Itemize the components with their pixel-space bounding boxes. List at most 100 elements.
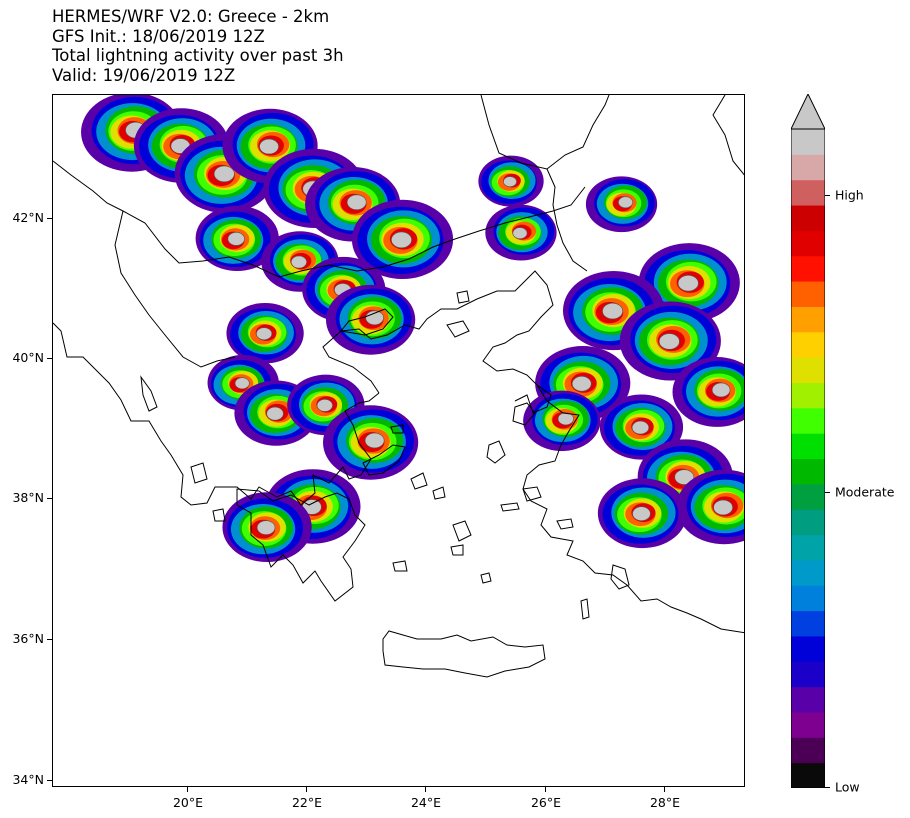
title-line-variable: Total lightning activity over past 3h bbox=[52, 46, 344, 66]
lon-tick bbox=[425, 787, 426, 792]
lat-label-42: 42°N bbox=[12, 210, 44, 225]
colorbar-band bbox=[791, 357, 825, 383]
lightning-cell bbox=[672, 357, 744, 427]
colorbar-band bbox=[791, 509, 825, 536]
lon-tick bbox=[306, 787, 307, 792]
colorbar-label-moderate: Moderate bbox=[835, 484, 895, 500]
island-samos bbox=[522, 486, 542, 502]
lightning-cell bbox=[325, 284, 416, 355]
island-ikaria bbox=[500, 502, 520, 512]
coastline-peloponnese bbox=[236, 488, 366, 602]
coastline-chalkidiki bbox=[340, 308, 394, 336]
border-albania bbox=[114, 210, 236, 368]
colorbar-band bbox=[791, 458, 825, 485]
colorbar bbox=[791, 94, 825, 788]
lon-tick bbox=[664, 787, 665, 792]
colorbar-band bbox=[791, 382, 825, 409]
lightning-cell bbox=[535, 345, 631, 421]
colorbar-band bbox=[791, 534, 825, 561]
lat-label-40: 40°N bbox=[12, 350, 44, 365]
island-paros bbox=[450, 544, 464, 556]
lon-label-26: 26°E bbox=[530, 795, 562, 810]
colorbar-label-high: High bbox=[835, 187, 864, 203]
colorbar-band bbox=[791, 635, 825, 662]
island-lesvos bbox=[512, 402, 536, 426]
border-bulgaria bbox=[480, 95, 610, 170]
lat-label-34: 34°N bbox=[12, 772, 44, 787]
colorbar-band bbox=[791, 686, 825, 713]
island-kefalonia bbox=[190, 462, 208, 484]
island-tinos bbox=[432, 486, 446, 500]
coastline-layer bbox=[53, 95, 744, 678]
island-andros bbox=[410, 472, 428, 490]
island-chios bbox=[486, 440, 506, 464]
coastline-turkey-west bbox=[522, 384, 744, 634]
lat-label-38: 38°N bbox=[12, 490, 44, 505]
lightning-cell bbox=[676, 469, 744, 545]
lat-tick bbox=[47, 639, 52, 640]
lightning-cell bbox=[523, 390, 601, 452]
title-line-init: GFS Init.: 18/06/2019 12Z bbox=[52, 26, 265, 46]
lon-label-28: 28°E bbox=[649, 795, 681, 810]
island-karpathos bbox=[580, 598, 590, 620]
lat-tick bbox=[47, 358, 52, 359]
colorbar-tick bbox=[825, 787, 830, 788]
island-lemnos bbox=[446, 320, 470, 338]
lightning-cell bbox=[323, 405, 419, 480]
lat-tick bbox=[47, 780, 52, 781]
colorbar-band bbox=[791, 762, 825, 788]
lon-tick bbox=[545, 787, 546, 792]
island-corfu bbox=[140, 375, 158, 412]
island-skiathos bbox=[390, 424, 404, 434]
title-line-model: HERMES/WRF V2.0: Greece - 2km bbox=[52, 7, 330, 26]
coastline-west bbox=[53, 322, 380, 506]
island-kos bbox=[556, 518, 574, 530]
colorbar-band bbox=[791, 205, 825, 231]
colorbar-band bbox=[791, 281, 825, 307]
coastline-north-aegean bbox=[322, 270, 554, 414]
map-panel[interactable] bbox=[52, 94, 745, 787]
colorbar-band bbox=[791, 407, 825, 434]
lat-tick bbox=[47, 218, 52, 219]
colorbar-band bbox=[791, 331, 825, 358]
colorbar-band bbox=[791, 255, 825, 282]
lightning-cell bbox=[599, 394, 684, 460]
lon-tick bbox=[187, 787, 188, 792]
lightning-cell bbox=[478, 155, 544, 207]
lat-tick bbox=[47, 498, 52, 499]
lightning-cell bbox=[597, 478, 688, 549]
colorbar-band bbox=[791, 433, 825, 459]
colorbar-label-low: Low bbox=[835, 779, 860, 795]
colorbar-band bbox=[791, 129, 825, 155]
border-turkey bbox=[546, 168, 588, 272]
island-thasos bbox=[456, 290, 470, 304]
island-zakynthos bbox=[212, 508, 226, 522]
colorbar-tick bbox=[825, 195, 830, 196]
lightning-cell bbox=[195, 205, 279, 271]
colorbar-band bbox=[791, 585, 825, 612]
island-rhodes bbox=[610, 564, 630, 590]
colorbar-band bbox=[791, 154, 825, 181]
island-santorini bbox=[480, 572, 492, 584]
border-black-sea bbox=[712, 95, 744, 176]
colorbar-band bbox=[791, 661, 825, 688]
lightning-activity-layer bbox=[81, 95, 744, 563]
colorbar-band bbox=[791, 306, 825, 333]
map-title: HERMES/WRF V2.0: Greece - 2km GFS Init.:… bbox=[52, 7, 344, 85]
colorbar-band bbox=[791, 610, 825, 637]
lon-label-22: 22°E bbox=[291, 795, 323, 810]
lat-label-36: 36°N bbox=[12, 631, 44, 646]
colorbar-band bbox=[791, 230, 825, 257]
coastline-euboea bbox=[362, 444, 406, 476]
title-line-valid: Valid: 19/06/2019 12Z bbox=[52, 65, 236, 85]
lightning-cell bbox=[619, 301, 721, 381]
lightning-cell bbox=[226, 302, 304, 364]
colorbar-band bbox=[791, 559, 825, 586]
colorbar-band bbox=[791, 737, 825, 764]
island-milos bbox=[392, 560, 408, 572]
lon-label-24: 24°E bbox=[410, 795, 442, 810]
colorbar-band bbox=[791, 179, 825, 206]
colorbar-band bbox=[791, 483, 825, 510]
map-canvas[interactable] bbox=[53, 95, 745, 787]
colorbar-tick bbox=[825, 492, 830, 493]
